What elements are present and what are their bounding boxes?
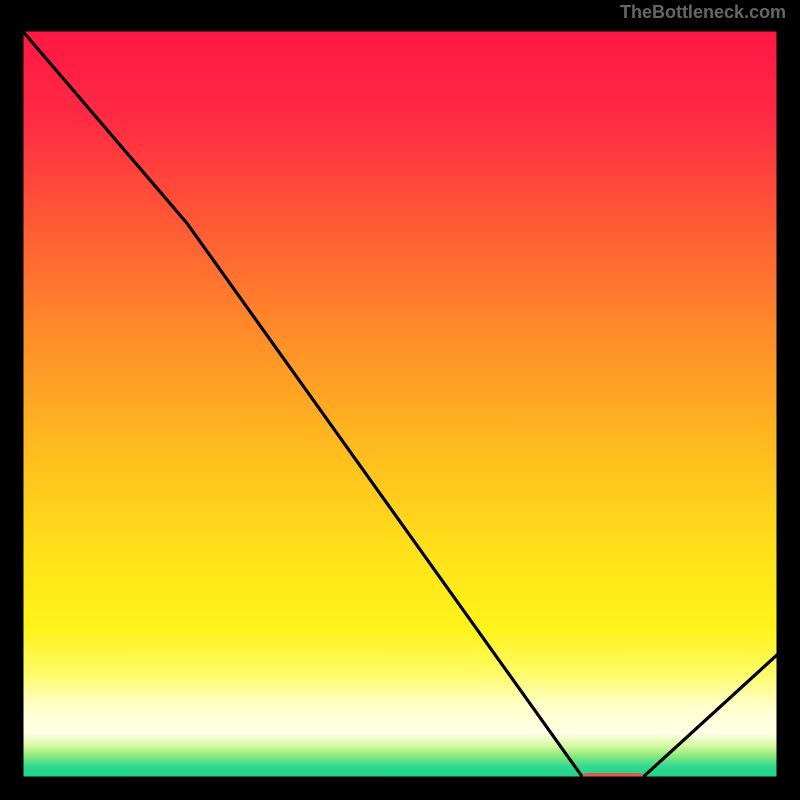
chart-background bbox=[20, 28, 780, 780]
bottleneck-chart bbox=[20, 28, 780, 780]
attribution-text: TheBottleneck.com bbox=[620, 2, 786, 23]
chart-container bbox=[20, 28, 780, 780]
